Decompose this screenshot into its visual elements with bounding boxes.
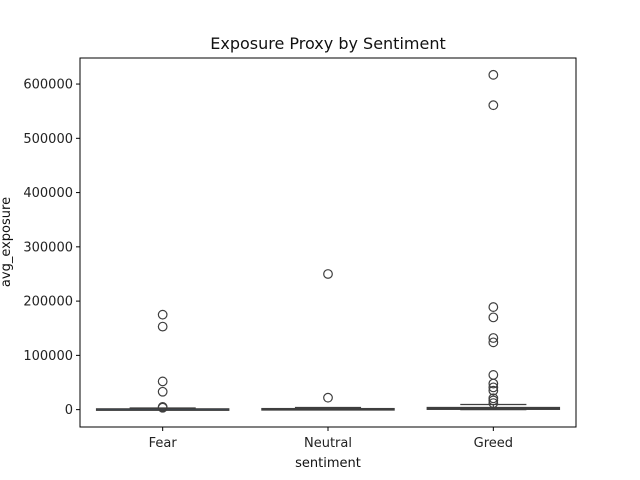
y-tick-label: 600000 — [23, 78, 73, 93]
box-group-greed — [426, 69, 561, 411]
outlier-point — [488, 337, 499, 348]
box-group-neutral — [261, 269, 395, 411]
outlier-point — [157, 309, 168, 320]
outlier-point — [323, 392, 333, 403]
outlier-point — [488, 370, 499, 380]
outlier-point — [488, 398, 499, 409]
outlier-point — [323, 269, 333, 279]
outlier-point — [488, 312, 499, 323]
outlier-point — [157, 321, 168, 332]
outlier-point — [488, 382, 499, 393]
y-tick-label: 200000 — [23, 295, 73, 310]
outlier-point — [488, 378, 499, 389]
y-axis-label: avg_exposure — [0, 197, 14, 287]
x-tick-label: Fear — [149, 436, 178, 451]
y-tick-label: 100000 — [23, 349, 73, 364]
y-tick-label: 400000 — [23, 186, 73, 201]
x-axis: Fear Neutral Greed — [149, 427, 513, 451]
outlier-point — [488, 385, 499, 396]
outlier-point — [157, 376, 168, 387]
outlier-point — [488, 333, 499, 343]
outlier-point — [157, 402, 168, 413]
outlier-point — [488, 69, 499, 80]
x-tick-label: Greed — [474, 436, 513, 451]
chart-title: Exposure Proxy by Sentiment — [210, 34, 445, 53]
outlier-point — [488, 302, 499, 312]
plot-frame — [79, 57, 577, 428]
outlier-point — [157, 386, 168, 397]
y-axis: 0 100000 200000 300000 400000 500000 600000 — [23, 78, 80, 418]
y-tick-label: 500000 — [23, 132, 73, 147]
box-group-fear — [95, 309, 230, 413]
outlier-point — [488, 100, 499, 111]
x-tick-label: Neutral — [304, 436, 352, 451]
x-axis-label: sentiment — [295, 456, 361, 471]
y-tick-label: 300000 — [23, 240, 73, 255]
y-tick-label: 0 — [65, 403, 73, 418]
plot-content — [95, 69, 561, 413]
outlier-point — [488, 395, 499, 406]
